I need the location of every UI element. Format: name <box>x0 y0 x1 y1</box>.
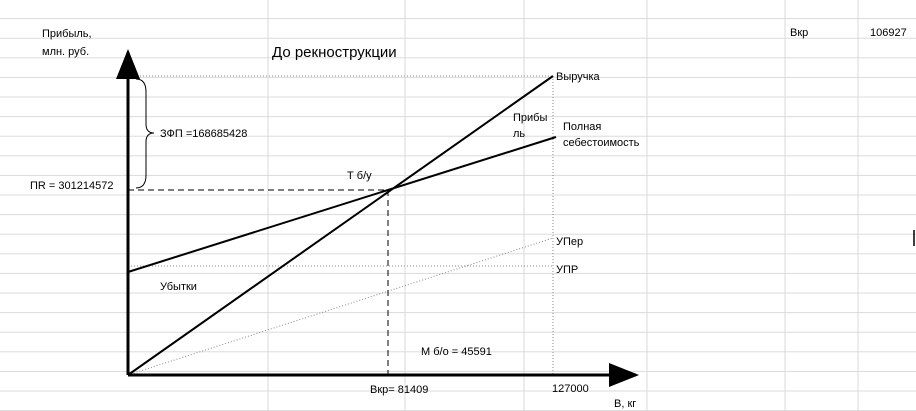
diagram-lines <box>116 49 915 387</box>
label: Прибы <box>513 112 547 124</box>
label: Выручка <box>556 71 601 83</box>
label: 127000 <box>552 383 589 395</box>
title: До рекнострукции <box>272 44 397 61</box>
label: УПР <box>556 264 578 276</box>
label: Вкр= 81409 <box>370 384 428 396</box>
grid-cols <box>267 0 859 411</box>
label: Т б/у <box>347 170 372 182</box>
axis-label: Прибыль, <box>42 28 92 40</box>
label: М б/о = 45591 <box>421 346 492 358</box>
label: ль <box>513 128 525 140</box>
axis-label: В, кг <box>614 398 636 410</box>
label: УПер <box>556 236 583 248</box>
label: себестоимость <box>563 137 640 149</box>
cell: Вкр <box>790 27 808 39</box>
label: ПR = 301214572 <box>30 180 113 192</box>
axis-label: млн. руб. <box>42 46 89 58</box>
label: Убытки <box>160 281 197 293</box>
cell: 106927 <box>870 27 907 39</box>
label: ЗФП =168685428 <box>160 128 247 140</box>
label: Полная <box>563 121 601 133</box>
